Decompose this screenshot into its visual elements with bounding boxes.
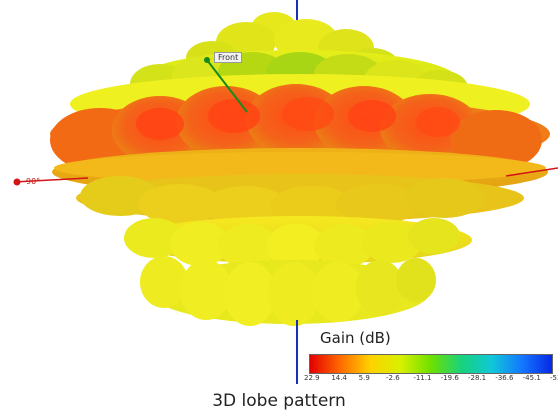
- gain-tick-label: -19.6: [440, 374, 459, 382]
- gain-tick-label: -28.1: [468, 374, 487, 382]
- gain-tick-label: -11.1: [413, 374, 432, 382]
- lower-ring: [76, 174, 524, 226]
- gain-tick-label: 14.4: [331, 374, 347, 382]
- lower-lobes: [124, 216, 472, 268]
- gain-colorbar: [309, 354, 553, 374]
- front-label: Front: [214, 52, 243, 63]
- gain-tick-label: 22.9: [304, 374, 320, 382]
- horizontal-axis: [13, 167, 558, 186]
- gain-tick-label: -36.6: [495, 374, 514, 382]
- gain-tick-label: -45.1: [522, 374, 541, 382]
- gain-tick-label: -53.6: [550, 374, 558, 382]
- gain-tick-labels: 22.9 14.4 5.9 -2.6 -11.1 -19.6 -28.1 -36.6 -45.1…: [304, 374, 558, 384]
- axis-90-label: 90°: [26, 177, 41, 186]
- bottom-lobes: [140, 256, 436, 326]
- axis-90-marker: [13, 178, 21, 186]
- legend-title: Gain (dB): [320, 329, 391, 347]
- front-pointer: [204, 57, 248, 113]
- gain-tick-label: -2.6: [386, 374, 400, 382]
- gain-tick-label: 5.9: [358, 374, 370, 382]
- figure-caption: 3D lobe pattern: [212, 391, 346, 411]
